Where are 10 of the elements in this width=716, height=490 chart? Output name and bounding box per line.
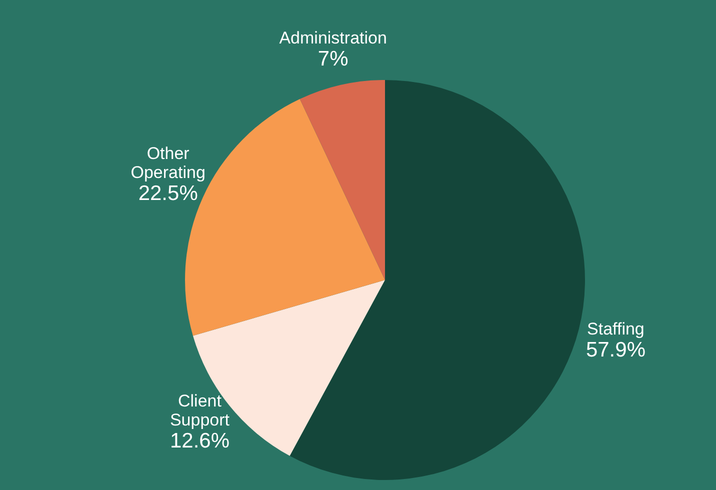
data-label: 57.9% [586, 338, 646, 362]
data-label: 12.6% [170, 429, 230, 452]
category-label: Client Support [170, 391, 230, 430]
slice-label: Staffing [587, 319, 644, 338]
data-label: 22.5% [138, 182, 198, 206]
data-label: 7% [318, 48, 348, 71]
pie-slice [290, 80, 585, 480]
slice-label: Administration [279, 28, 387, 48]
pie-slice [300, 80, 385, 280]
category-label: Other Operating [130, 144, 206, 182]
